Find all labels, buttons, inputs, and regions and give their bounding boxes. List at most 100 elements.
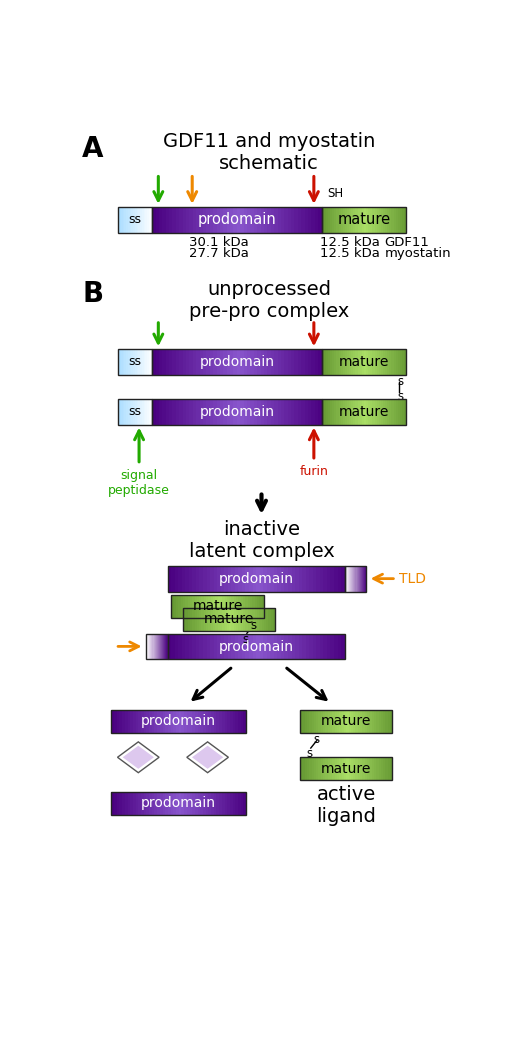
Bar bbox=[159, 400, 162, 425]
Bar bbox=[338, 349, 341, 374]
Bar bbox=[371, 709, 374, 732]
Bar bbox=[195, 709, 198, 732]
Bar bbox=[150, 634, 152, 660]
Bar bbox=[235, 634, 239, 660]
Bar bbox=[328, 349, 331, 374]
Bar bbox=[176, 595, 179, 618]
Bar bbox=[173, 709, 176, 732]
Bar bbox=[217, 349, 220, 374]
Bar bbox=[171, 634, 175, 660]
Bar bbox=[240, 349, 244, 374]
Bar bbox=[291, 349, 295, 374]
Bar bbox=[220, 207, 224, 233]
Bar bbox=[404, 207, 407, 233]
Bar bbox=[352, 566, 354, 592]
Bar bbox=[179, 792, 182, 815]
Bar bbox=[273, 608, 276, 631]
Bar bbox=[189, 634, 193, 660]
Bar bbox=[402, 207, 405, 233]
Bar bbox=[181, 792, 184, 815]
Bar bbox=[264, 349, 268, 374]
Bar bbox=[356, 566, 357, 592]
Bar bbox=[363, 566, 364, 592]
Text: prodomain: prodomain bbox=[199, 405, 274, 419]
Bar bbox=[284, 207, 288, 233]
Text: TLD: TLD bbox=[399, 572, 426, 585]
Bar bbox=[182, 400, 187, 425]
Bar bbox=[114, 792, 117, 815]
Bar bbox=[331, 566, 334, 592]
Bar bbox=[343, 207, 345, 233]
Bar bbox=[146, 634, 168, 660]
Bar bbox=[288, 207, 291, 233]
Bar bbox=[374, 709, 377, 732]
Bar bbox=[254, 608, 257, 631]
Bar bbox=[224, 634, 228, 660]
Bar bbox=[305, 207, 309, 233]
Bar bbox=[330, 207, 333, 233]
Bar bbox=[152, 792, 155, 815]
Bar bbox=[158, 634, 159, 660]
Bar bbox=[123, 207, 125, 233]
Bar bbox=[210, 349, 214, 374]
Bar bbox=[206, 608, 209, 631]
Bar bbox=[169, 349, 173, 374]
Bar bbox=[168, 634, 172, 660]
Bar bbox=[360, 757, 363, 780]
Bar bbox=[254, 349, 258, 374]
Bar bbox=[248, 608, 250, 631]
Bar bbox=[152, 709, 155, 732]
Bar bbox=[156, 634, 157, 660]
Bar bbox=[396, 400, 398, 425]
Bar bbox=[195, 608, 197, 631]
Bar bbox=[228, 634, 231, 660]
Bar bbox=[230, 709, 233, 732]
Bar bbox=[217, 400, 220, 425]
Bar bbox=[266, 608, 269, 631]
Bar bbox=[138, 709, 142, 732]
Bar bbox=[396, 349, 398, 374]
Bar bbox=[203, 792, 206, 815]
Bar bbox=[147, 349, 149, 374]
Bar bbox=[130, 207, 132, 233]
Bar bbox=[135, 400, 137, 425]
Bar bbox=[326, 709, 328, 732]
Bar bbox=[155, 349, 159, 374]
Bar bbox=[240, 400, 244, 425]
Bar bbox=[301, 400, 305, 425]
Bar bbox=[379, 400, 381, 425]
Bar bbox=[192, 792, 195, 815]
Bar bbox=[351, 566, 353, 592]
Bar bbox=[200, 709, 203, 732]
Bar bbox=[281, 566, 285, 592]
Bar bbox=[323, 634, 328, 660]
Bar bbox=[281, 400, 285, 425]
Bar bbox=[184, 709, 187, 732]
Bar bbox=[198, 709, 201, 732]
Bar bbox=[152, 207, 321, 233]
Bar bbox=[381, 709, 384, 732]
Bar bbox=[236, 608, 239, 631]
Bar bbox=[114, 709, 117, 732]
Bar bbox=[381, 207, 383, 233]
Bar bbox=[318, 349, 322, 374]
Bar bbox=[220, 595, 223, 618]
Bar bbox=[341, 757, 344, 780]
Bar bbox=[128, 709, 131, 732]
Bar bbox=[341, 634, 345, 660]
Bar bbox=[141, 792, 144, 815]
Bar bbox=[260, 634, 264, 660]
Bar bbox=[389, 400, 392, 425]
Bar bbox=[321, 349, 324, 374]
Bar bbox=[121, 349, 123, 374]
Bar bbox=[192, 634, 196, 660]
Bar bbox=[338, 634, 341, 660]
Bar bbox=[144, 207, 146, 233]
Bar bbox=[400, 207, 402, 233]
Text: mature: mature bbox=[337, 212, 390, 228]
Bar bbox=[130, 349, 132, 374]
Bar bbox=[347, 349, 350, 374]
Bar bbox=[133, 400, 135, 425]
Bar bbox=[349, 709, 351, 732]
Bar bbox=[167, 634, 168, 660]
